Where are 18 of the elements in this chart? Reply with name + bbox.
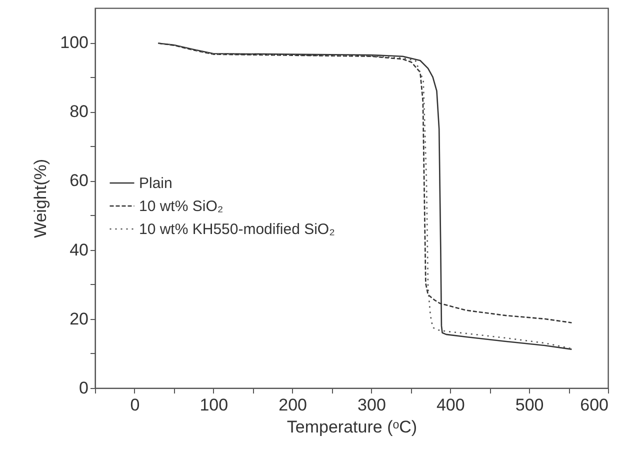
x-tick-label: 0 xyxy=(130,396,140,414)
y-tick-label: 40 xyxy=(70,240,88,260)
x-tick-label: 100 xyxy=(200,396,228,414)
x-tick-label: 300 xyxy=(358,396,386,414)
x-tick-label: 500 xyxy=(515,396,544,414)
legend-label: Plain xyxy=(139,175,172,192)
y-tick-label: 0 xyxy=(79,378,88,398)
y-tick-label: 60 xyxy=(70,171,88,190)
y-axis-title: Weight(%) xyxy=(31,158,50,238)
x-tick-label: 200 xyxy=(278,396,307,414)
y-tick-label: 80 xyxy=(70,102,88,122)
x-axis-title: Temperature (ᵒC) xyxy=(286,418,418,436)
x-tick-label: 400 xyxy=(436,396,465,414)
legend-label: 10 wt% KH550-modified SiO₂ xyxy=(139,221,336,238)
legend-label: 10 wt% SiO₂ xyxy=(139,198,224,215)
x-tick-label: 600 xyxy=(580,396,608,414)
y-tick-label: 100 xyxy=(60,33,88,52)
y-tick-label: 20 xyxy=(70,309,88,328)
